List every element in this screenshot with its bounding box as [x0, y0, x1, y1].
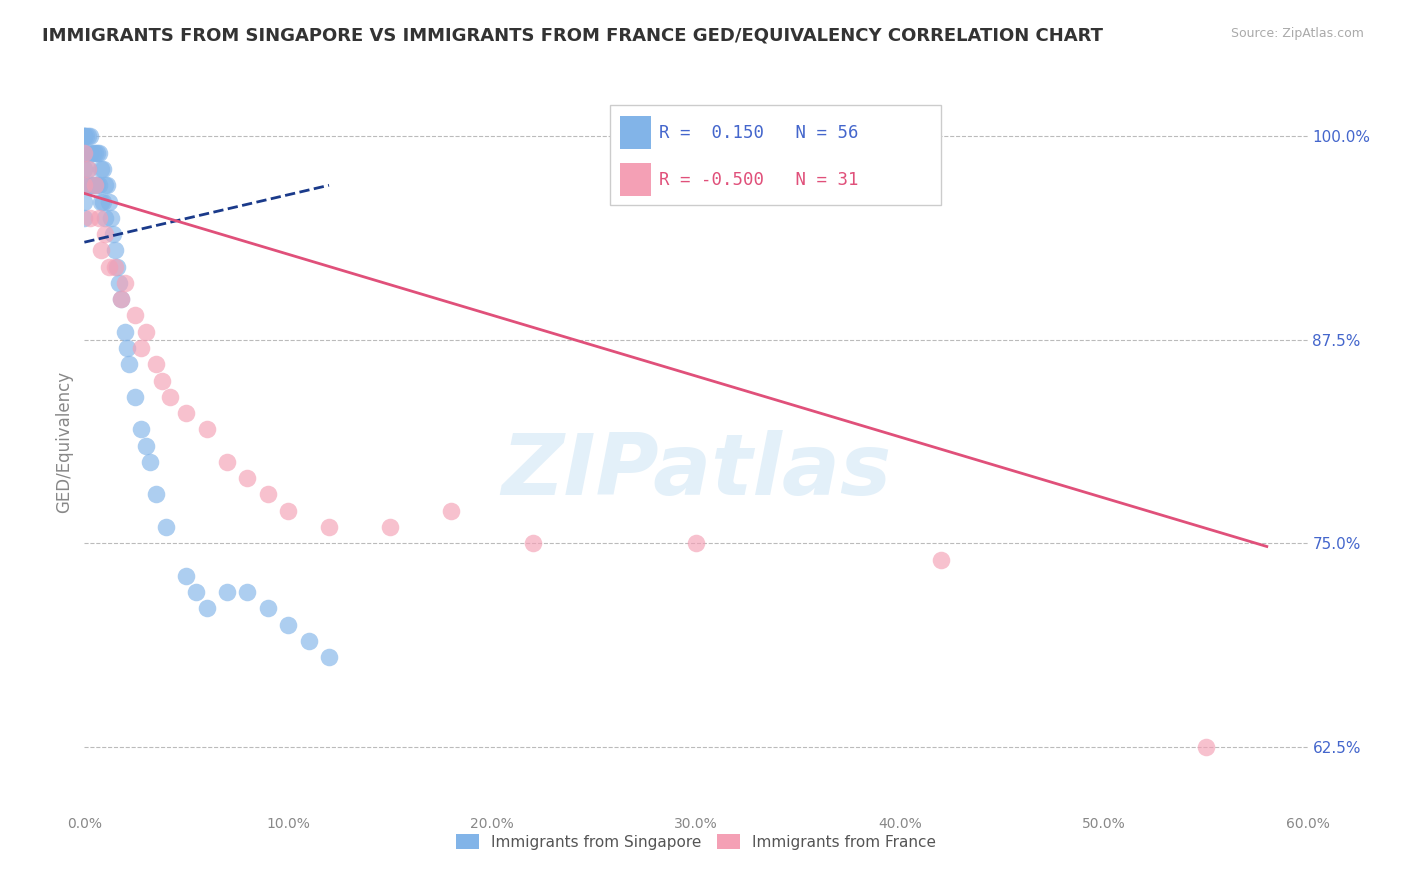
- Point: [104, 260, 127, 274]
- Point: [114, 276, 136, 290]
- Text: ZIPatlas: ZIPatlas: [501, 430, 891, 513]
- Point: [77, 161, 100, 176]
- Point: [90, 244, 112, 258]
- Point: [82, 178, 104, 193]
- Text: Source: ZipAtlas.com: Source: ZipAtlas.com: [1230, 27, 1364, 40]
- Point: [195, 422, 218, 436]
- Point: [83, 145, 105, 160]
- Point: [124, 309, 146, 323]
- Point: [174, 568, 197, 582]
- Y-axis label: GED/Equivalency: GED/Equivalency: [55, 370, 73, 513]
- Point: [110, 292, 132, 306]
- Point: [115, 341, 138, 355]
- Point: [929, 552, 952, 566]
- Point: [135, 325, 157, 339]
- Point: [73, 194, 96, 209]
- Point: [155, 520, 177, 534]
- Point: [73, 178, 96, 193]
- Point: [79, 178, 101, 193]
- Point: [96, 178, 118, 193]
- Point: [105, 260, 128, 274]
- Point: [73, 129, 96, 144]
- Point: [257, 487, 280, 501]
- Text: R =  0.150   N = 56: R = 0.150 N = 56: [659, 124, 859, 142]
- Point: [380, 520, 402, 534]
- Point: [277, 504, 299, 518]
- Point: [110, 292, 132, 306]
- Point: [108, 276, 131, 290]
- Point: [440, 504, 463, 518]
- Text: R = -0.500   N = 31: R = -0.500 N = 31: [659, 170, 859, 188]
- Point: [87, 211, 110, 225]
- Point: [82, 145, 104, 160]
- FancyBboxPatch shape: [610, 104, 941, 204]
- Point: [145, 487, 167, 501]
- Point: [236, 471, 259, 485]
- Point: [217, 585, 239, 599]
- Point: [135, 439, 157, 453]
- Point: [86, 178, 108, 193]
- Point: [217, 455, 239, 469]
- Point: [73, 129, 96, 144]
- Point: [79, 211, 101, 225]
- Point: [90, 194, 112, 209]
- FancyBboxPatch shape: [620, 116, 651, 149]
- Point: [100, 211, 122, 225]
- Point: [73, 129, 96, 144]
- Point: [298, 633, 321, 648]
- Point: [118, 357, 141, 371]
- Point: [79, 145, 101, 160]
- Point: [91, 194, 114, 209]
- Point: [77, 161, 100, 176]
- Point: [101, 227, 124, 241]
- Point: [93, 178, 115, 193]
- Point: [159, 390, 181, 404]
- Point: [522, 536, 544, 550]
- Point: [131, 341, 153, 355]
- Point: [73, 161, 96, 176]
- Point: [87, 145, 110, 160]
- Point: [114, 325, 136, 339]
- Point: [150, 374, 173, 388]
- Point: [174, 406, 197, 420]
- Point: [318, 520, 340, 534]
- Point: [90, 161, 112, 176]
- Point: [83, 178, 105, 193]
- Point: [73, 145, 96, 160]
- Point: [77, 129, 100, 144]
- Point: [685, 536, 707, 550]
- Point: [124, 390, 146, 404]
- Point: [93, 211, 115, 225]
- FancyBboxPatch shape: [620, 163, 651, 196]
- Point: [131, 422, 153, 436]
- Point: [195, 601, 218, 615]
- Point: [145, 357, 167, 371]
- Legend: Immigrants from Singapore, Immigrants from France: Immigrants from Singapore, Immigrants fr…: [450, 828, 942, 856]
- Point: [104, 244, 127, 258]
- Point: [75, 145, 97, 160]
- Point: [93, 227, 115, 241]
- Point: [73, 178, 96, 193]
- Point: [86, 145, 108, 160]
- Point: [73, 145, 96, 160]
- Point: [91, 161, 114, 176]
- Point: [186, 585, 208, 599]
- Point: [1195, 739, 1218, 754]
- Point: [79, 129, 101, 144]
- Point: [318, 650, 340, 665]
- Point: [83, 178, 105, 193]
- Point: [277, 617, 299, 632]
- Point: [138, 455, 160, 469]
- Point: [75, 129, 97, 144]
- Point: [257, 601, 280, 615]
- Point: [75, 178, 97, 193]
- Point: [236, 585, 259, 599]
- Point: [97, 194, 120, 209]
- Point: [73, 211, 96, 225]
- Point: [97, 260, 120, 274]
- Point: [87, 178, 110, 193]
- Text: IMMIGRANTS FROM SINGAPORE VS IMMIGRANTS FROM FRANCE GED/EQUIVALENCY CORRELATION : IMMIGRANTS FROM SINGAPORE VS IMMIGRANTS …: [42, 27, 1104, 45]
